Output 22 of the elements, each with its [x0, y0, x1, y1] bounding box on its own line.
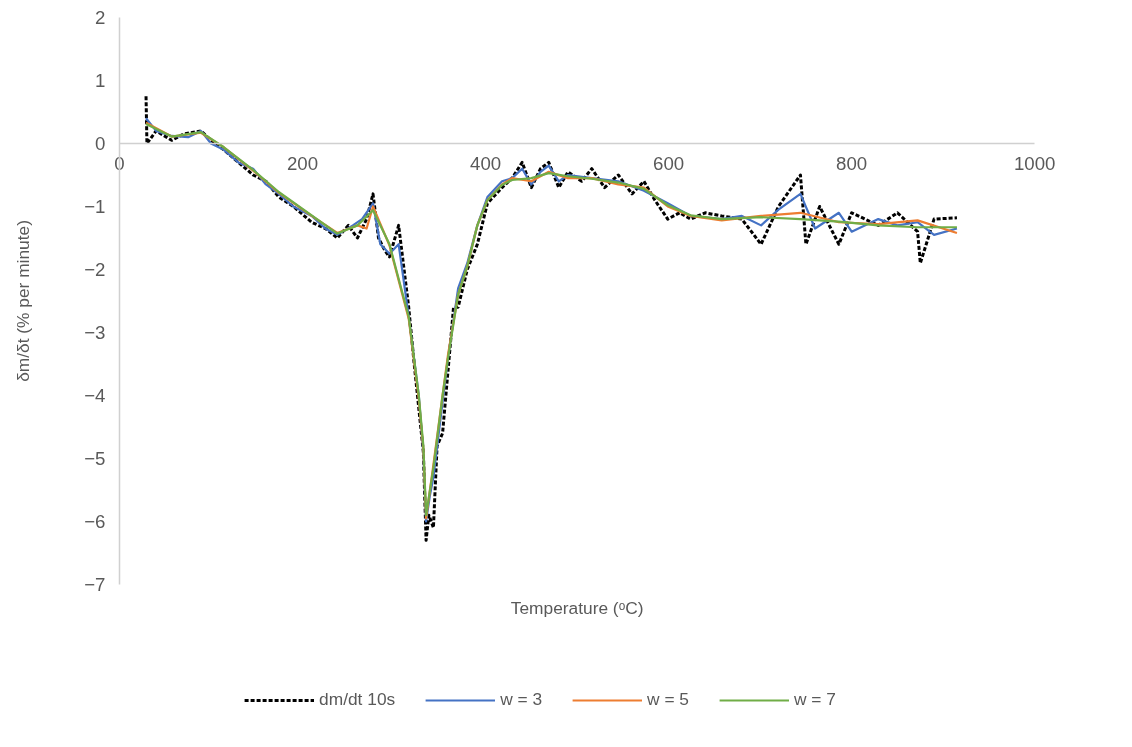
x-tick-label: 400 — [470, 153, 502, 175]
y-tick-label: −5 — [84, 447, 106, 469]
y-tick-label: 1 — [95, 70, 106, 91]
legend-label: w = 7 — [794, 689, 836, 710]
legend-label: w = 5 — [647, 689, 689, 710]
y-tick-label: −2 — [84, 258, 106, 280]
legend-label: dm/dt 10s — [319, 689, 396, 710]
y-tick-label: −3 — [84, 321, 106, 343]
y-tick-label: −1 — [84, 195, 106, 217]
x-tick-label: 800 — [836, 153, 868, 175]
x-tick-label: 0 — [114, 153, 125, 175]
y-axis-title: δm/δt (% per minute) — [13, 220, 34, 382]
y-tick-label: −4 — [84, 384, 106, 406]
x-tick-label: 600 — [653, 153, 685, 175]
x-tick-label: 1000 — [1013, 153, 1056, 175]
x-tick-label: 200 — [286, 153, 319, 175]
y-tick-label: −7 — [84, 573, 106, 595]
y-tick-label: 0 — [95, 132, 106, 154]
y-tick-label: −6 — [84, 510, 106, 532]
x-axis-title: Temperature (ᵒC) — [510, 598, 644, 619]
y-tick-label: 2 — [95, 7, 106, 29]
legend-label: w = 3 — [500, 689, 543, 710]
